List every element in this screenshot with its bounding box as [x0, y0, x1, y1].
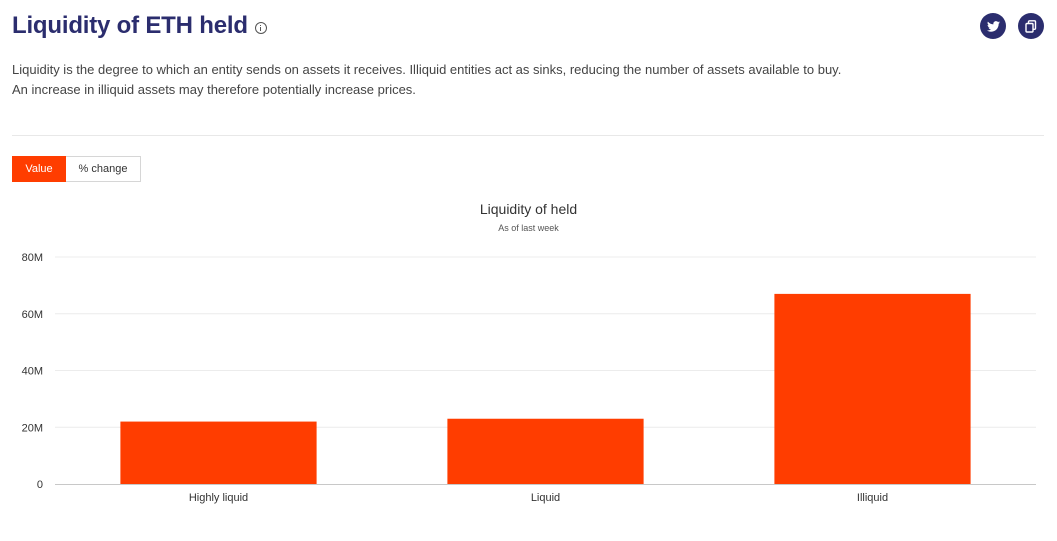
description-line-1: Liquidity is the degree to which an enti…: [12, 62, 842, 77]
value-button[interactable]: Value: [12, 156, 66, 182]
twitter-icon: [986, 20, 1000, 32]
description: Liquidity is the degree to which an enti…: [12, 60, 912, 100]
y-tick-label: 80M: [22, 252, 43, 264]
x-tick-label: Liquid: [531, 492, 560, 504]
chart-subtitle: As of last week: [498, 223, 559, 233]
y-tick-label: 60M: [22, 309, 43, 321]
value-toggle: Value % change: [12, 156, 141, 182]
divider: [12, 135, 1044, 136]
page-title: Liquidity of ETH held: [12, 12, 248, 39]
y-tick-label: 0: [37, 479, 43, 491]
y-tick-label: 40M: [22, 366, 43, 378]
copy-icon: [1025, 19, 1037, 33]
chart-title: Liquidity of held: [479, 201, 578, 217]
bar: [447, 418, 644, 484]
twitter-share-button[interactable]: [980, 13, 1006, 39]
y-tick-label: 20M: [22, 422, 43, 434]
info-icon[interactable]: [254, 21, 267, 34]
header: Liquidity of ETH held: [12, 12, 267, 40]
copy-link-button[interactable]: [1018, 13, 1044, 39]
bar: [120, 421, 317, 484]
bar: [774, 293, 971, 484]
x-tick-label: Illiquid: [857, 492, 888, 504]
percent-change-button[interactable]: % change: [66, 156, 141, 182]
x-tick-label: Highly liquid: [189, 492, 248, 504]
description-line-2: An increase in illiquid assets may there…: [12, 82, 416, 97]
